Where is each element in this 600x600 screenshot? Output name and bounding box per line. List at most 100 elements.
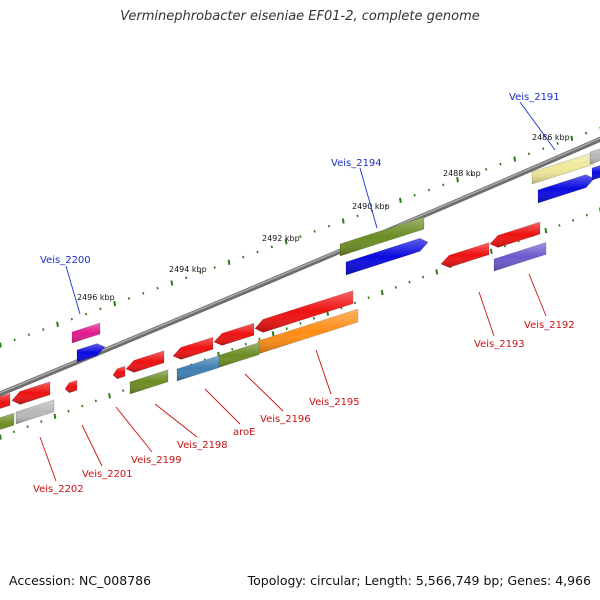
gene-label-forward: Veis_2200 <box>40 255 91 266</box>
leader-line-reverse <box>315 349 332 395</box>
gene-pale-yellow <box>531 151 595 185</box>
tick-mark-outer <box>156 286 159 290</box>
gene-label-reverse: Veis_2192 <box>524 320 575 331</box>
tick-layer <box>0 126 600 440</box>
gene-olive-2198 <box>129 369 169 395</box>
gene-red-2193 <box>440 242 490 268</box>
tick-mark-inner <box>435 269 439 275</box>
tick-mark-outer <box>199 271 202 275</box>
tick-mark-inner <box>544 227 548 234</box>
gene-purple-2192-shade <box>494 242 546 271</box>
tick-mark-inner <box>108 393 111 399</box>
topology-text: Topology: circular; Length: 5,566,749 bp… <box>247 573 591 588</box>
tick-mark-outer <box>584 131 588 135</box>
gene-red-edge-shade <box>0 393 10 409</box>
gene-blue-2200-shade <box>77 343 105 362</box>
tick-mark-inner <box>26 425 29 429</box>
gene-red-2198-shade <box>126 350 164 373</box>
tick-mark-outer <box>0 342 2 348</box>
gene-blue-2191-shade <box>538 174 594 203</box>
tick-mark-inner <box>353 301 357 305</box>
gene-olive-edge <box>0 412 15 430</box>
gene-red-2196 <box>213 322 255 346</box>
tick-mark-inner <box>53 413 57 420</box>
tick-mark-outer <box>84 312 88 316</box>
tick-mark-outer <box>341 218 345 224</box>
gene-blue-2191b-shade <box>592 165 600 180</box>
tick-mark-outer <box>313 229 316 233</box>
gene-olive-2196-shade <box>217 342 259 368</box>
gene-layer <box>0 148 600 430</box>
tick-label: 2494 kbp <box>169 265 207 274</box>
tick-mark-inner <box>367 296 370 300</box>
gene-label-reverse: Veis_2198 <box>177 440 228 451</box>
leader-line-reverse <box>39 436 57 482</box>
leader-line-forward <box>519 101 556 151</box>
tick-mark-outer <box>299 235 302 238</box>
leader-line-reverse <box>478 291 495 337</box>
gene-label-reverse: Veis_2201 <box>82 469 133 480</box>
gene-olive-2198-shade <box>130 369 168 394</box>
gene-label-reverse: Veis_2193 <box>474 339 525 350</box>
tick-mark-outer <box>42 328 45 331</box>
map-title: Verminephrobacter eiseniae EF01-2, compl… <box>120 9 480 24</box>
tick-mark-outer <box>170 280 174 286</box>
leader-line-forward <box>65 265 81 315</box>
tick-mark-outer <box>327 224 331 228</box>
leader-line-reverse <box>115 406 153 453</box>
gene-red-2201-shade <box>65 380 77 393</box>
tick-mark-outer <box>70 317 73 321</box>
leader-line-reverse <box>244 373 284 412</box>
tick-mark-outer <box>127 297 131 300</box>
tick-mark-outer <box>270 245 273 249</box>
tick-mark-inner <box>489 248 493 254</box>
tick-mark-inner <box>503 244 507 248</box>
gene-olive-upper <box>339 216 425 257</box>
tick-mark-outer <box>413 193 416 197</box>
tick-mark-outer <box>427 188 431 192</box>
gene-magenta-2200-shade <box>72 323 100 343</box>
gene-red-2193-shade <box>441 242 489 268</box>
tick-mark-outer <box>513 156 517 162</box>
gene-label-reverse: aroE <box>233 427 255 438</box>
gene-blue-2191 <box>537 174 595 204</box>
tick-mark-inner <box>285 327 288 331</box>
tick-mark-inner <box>0 434 2 440</box>
tick-mark-inner <box>121 389 125 392</box>
gene-red-2193b-shade <box>490 222 540 248</box>
tick-label: 2488 kbp <box>443 169 481 178</box>
tick-mark-inner <box>558 224 561 227</box>
tick-mark-outer <box>227 259 231 265</box>
leader-line-reverse <box>204 388 241 425</box>
tick-label: 2496 kbp <box>77 293 115 302</box>
gene-blue-2194-shade <box>346 238 428 275</box>
tick-mark-inner <box>408 280 411 284</box>
tick-mark-inner <box>312 316 316 320</box>
tick-mark-inner <box>380 289 384 296</box>
tick-mark-outer <box>456 177 459 183</box>
tick-mark-inner <box>40 420 43 423</box>
gene-magenta-2200 <box>71 322 101 344</box>
gene-label-forward: Veis_2194 <box>331 158 382 169</box>
tick-mark-outer <box>142 291 145 295</box>
gene-red-aroE-shade <box>173 337 213 360</box>
gene-red-2199 <box>112 365 126 380</box>
gene-gray-2202-shade <box>16 399 54 424</box>
gene-red-2198 <box>125 350 165 373</box>
tick-mark-outer <box>399 197 402 203</box>
gene-red-2202-shade <box>12 381 50 405</box>
tick-mark-outer <box>570 135 574 141</box>
gene-pale-yellow-shade <box>532 152 594 184</box>
gene-red-2202 <box>11 381 51 405</box>
tick-mark-inner <box>271 331 275 337</box>
accession-text: Accession: NC_008786 <box>9 573 152 588</box>
tick-mark-inner <box>421 275 425 279</box>
gene-orange-2195-shade <box>258 309 358 354</box>
tick-mark-outer <box>184 276 188 280</box>
gene-olive-upper-shade <box>340 217 424 256</box>
tick-mark-inner <box>12 430 16 434</box>
gene-red-2193b <box>489 221 541 248</box>
leader-line-reverse <box>154 403 198 438</box>
